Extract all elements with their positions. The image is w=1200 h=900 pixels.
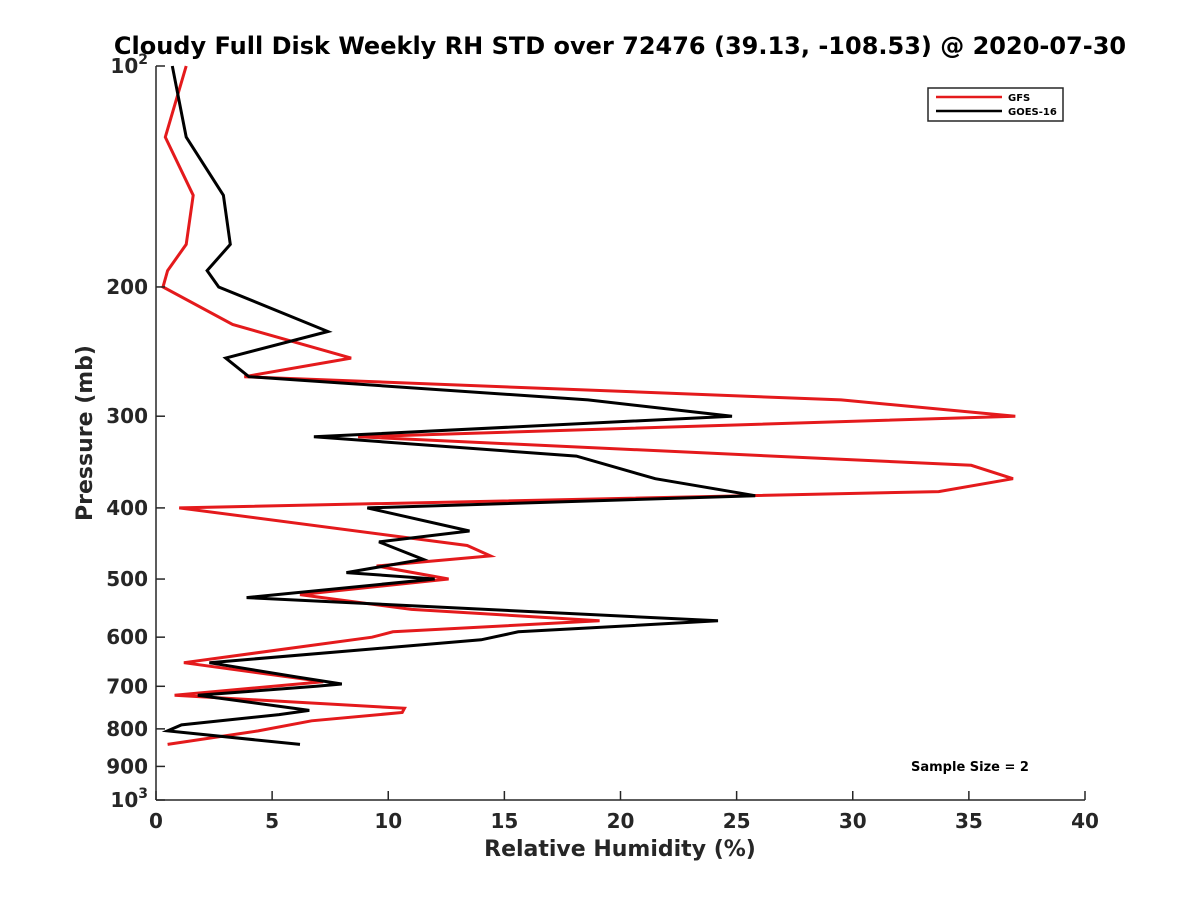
y-axis-label: Pressure (mb)	[73, 345, 98, 521]
legend: GFS GOES-16	[927, 87, 1064, 122]
x-tick-label: 0	[149, 809, 163, 833]
legend-box	[927, 87, 1064, 122]
y-tick-label: 400	[106, 496, 148, 520]
x-ticks: 0 5 10 15 20 25 30 35 40	[149, 791, 1099, 833]
y-tick-label: 900	[106, 754, 148, 778]
series-layer	[161, 65, 1016, 746]
x-tick-label: 5	[265, 809, 279, 833]
x-tick-label: 15	[490, 809, 518, 833]
plot-area	[156, 66, 1085, 800]
x-tick-label: 35	[955, 809, 983, 833]
y-tick-label: 500	[106, 567, 148, 591]
series-line-goes16	[161, 65, 756, 746]
x-tick-label: 25	[723, 809, 751, 833]
x-tick-label: 10	[374, 809, 402, 833]
chart-title: Cloudy Full Disk Weekly RH STD over 7247…	[114, 32, 1126, 60]
y-tick-label: 700	[106, 674, 148, 698]
x-tick-label: 30	[839, 809, 867, 833]
x-tick-label: 40	[1071, 809, 1099, 833]
y-tick-label: 600	[106, 625, 148, 649]
y-tick-label: 800	[106, 717, 148, 741]
sample-size-annotation: Sample Size = 2	[911, 760, 1029, 775]
y-tick-label: 200	[106, 275, 148, 299]
legend-label-gfs: GFS	[1008, 93, 1030, 104]
axes-layer: 0 5 10 15 20 25 30 35 40 10220030040050060070080…	[106, 52, 1099, 833]
x-axis-label: Relative Humidity (%)	[484, 837, 756, 862]
series-line-gfs	[161, 65, 1016, 746]
x-tick-label: 20	[607, 809, 635, 833]
legend-label-goes16: GOES-16	[1008, 107, 1057, 118]
y-tick-label: 300	[106, 404, 148, 428]
